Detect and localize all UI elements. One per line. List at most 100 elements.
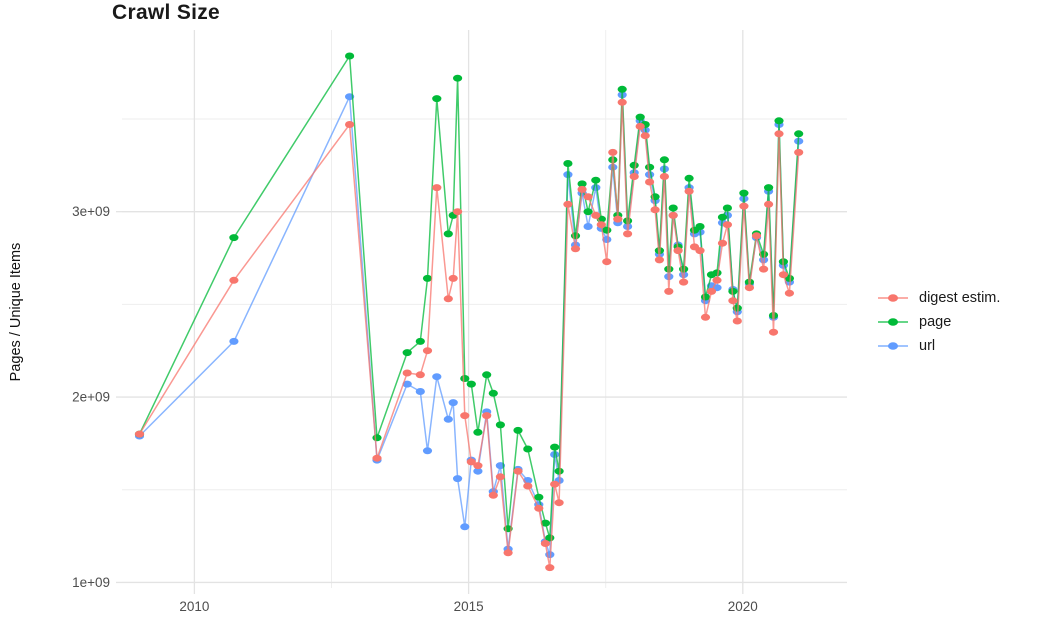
data-point-digestestim: [629, 173, 639, 180]
data-point-digestestim: [664, 287, 674, 295]
data-point-page: [550, 443, 560, 451]
data-point-digestestim: [415, 371, 425, 379]
data-point-page: [712, 269, 722, 277]
data-point-page: [523, 445, 533, 453]
data-point-page: [583, 208, 593, 216]
data-point-digestestim: [534, 504, 544, 512]
data-point-digestestim: [466, 458, 476, 466]
data-point-digestestim: [784, 289, 795, 297]
data-point-page: [534, 493, 544, 501]
data-point-digestestim: [645, 178, 655, 186]
data-point-page: [645, 163, 655, 171]
legend-line-dot-icon: [878, 342, 908, 350]
data-point-page: [540, 519, 551, 527]
legend-item-digest-estim: digest estim.: [878, 290, 1000, 306]
data-point-page: [577, 180, 587, 188]
data-point-digestestim: [488, 491, 498, 499]
data-point-url: [473, 467, 483, 475]
data-point-digestestim: [617, 98, 627, 106]
data-point-digestestim: [591, 211, 601, 219]
data-point-digestestim: [554, 499, 564, 507]
data-point-digestestim: [372, 454, 382, 462]
data-point-digestestim: [482, 412, 492, 420]
data-point-url: [583, 223, 593, 230]
data-point-page: [717, 213, 728, 221]
x-tick-label: 2015: [454, 599, 484, 614]
legend-item-url: url: [878, 338, 1000, 354]
data-point-digestestim: [732, 317, 742, 325]
data-point-url: [443, 415, 453, 423]
data-point-digestestim: [706, 287, 717, 295]
data-point-page: [473, 428, 483, 436]
y-tick-label: 2e+09: [72, 390, 110, 405]
legend-label-digest-estim: digest estim.: [919, 290, 1001, 306]
data-point-url: [460, 523, 470, 531]
data-point-digestestim: [751, 232, 762, 240]
data-point-digestestim: [739, 202, 749, 210]
data-point-page: [495, 421, 505, 429]
data-point-digestestim: [744, 284, 755, 292]
data-point-digestestim: [768, 328, 779, 336]
data-point-digestestim: [654, 256, 665, 264]
data-point-digestestim: [728, 297, 738, 305]
data-point-digestestim: [684, 187, 694, 195]
legend-dot: [888, 342, 898, 350]
data-point-page: [488, 389, 498, 397]
data-point-page: [739, 189, 749, 197]
data-point-page: [453, 74, 463, 82]
data-point-digestestim: [650, 206, 660, 214]
data-point-digestestim: [794, 148, 804, 156]
data-point-digestestim: [453, 208, 463, 216]
data-point-digestestim: [659, 173, 670, 180]
x-tick-label: 2020: [728, 599, 758, 614]
legend-item-page: page: [878, 314, 1000, 330]
data-point-digestestim: [473, 462, 483, 470]
data-point-page: [591, 176, 601, 184]
legend-dot: [888, 318, 898, 326]
data-point-digestestim: [134, 430, 145, 438]
data-point-page: [443, 230, 453, 238]
data-point-page: [617, 85, 627, 93]
data-point-digestestim: [774, 130, 784, 138]
data-point-digestestim: [432, 184, 442, 192]
data-point-page: [460, 375, 470, 382]
legend-line-dot-icon: [878, 294, 908, 302]
data-point-digestestim: [679, 278, 689, 286]
y-tick-label: 1e+09: [72, 575, 110, 590]
data-point-page: [700, 293, 711, 301]
data-point-page: [635, 113, 645, 121]
data-point-url: [432, 373, 442, 381]
data-point-digestestim: [764, 200, 774, 208]
data-point-digestestim: [717, 239, 728, 247]
data-point-url: [402, 380, 412, 388]
data-point-page: [695, 223, 705, 230]
x-tick-label: 2010: [179, 599, 209, 614]
data-point-page: [415, 337, 425, 345]
data-point-page: [722, 204, 733, 212]
data-point-digestestim: [583, 193, 593, 201]
data-point-page: [402, 349, 412, 357]
legend-line-dot-icon: [878, 318, 908, 326]
data-point-digestestim: [422, 347, 433, 355]
data-point-digestestim: [550, 480, 560, 488]
data-point-digestestim: [759, 265, 769, 273]
data-point-url: [422, 447, 433, 455]
data-point-digestestim: [722, 221, 733, 229]
legend-label-url: url: [919, 338, 936, 354]
data-point-page: [422, 274, 433, 282]
data-point-page: [563, 160, 573, 167]
data-point-page: [602, 226, 612, 234]
data-point-digestestim: [577, 185, 587, 193]
data-point-digestestim: [602, 258, 612, 266]
data-point-page: [466, 380, 476, 388]
data-point-digestestim: [623, 230, 633, 238]
data-point-page: [554, 467, 564, 475]
data-point-digestestim: [402, 369, 412, 377]
data-point-digestestim: [503, 549, 513, 557]
data-point-digestestim: [495, 473, 505, 481]
data-point-digestestim: [778, 271, 789, 279]
data-point-page: [684, 174, 694, 182]
data-point-digestestim: [570, 245, 581, 253]
data-point-digestestim: [640, 132, 650, 140]
